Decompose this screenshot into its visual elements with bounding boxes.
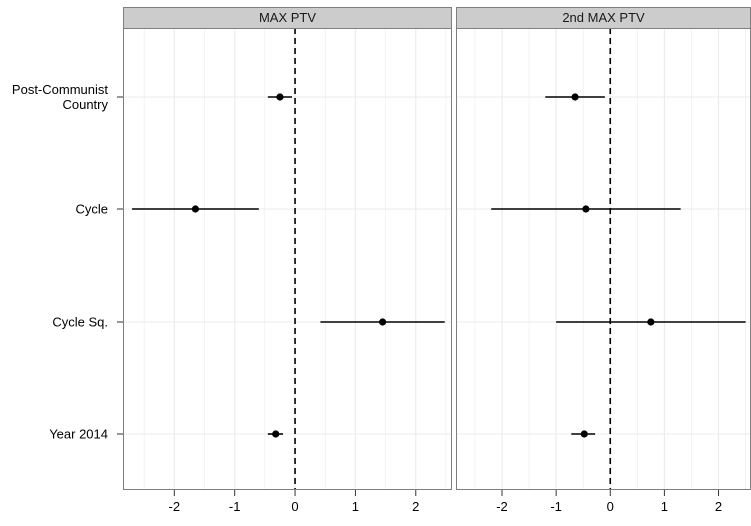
point-estimate-2nd-max-ptv-cycle-sq	[647, 318, 655, 326]
y-tick-label-post-communist-country: Post-Communist Country	[12, 82, 109, 112]
y-tick-label-cycle-sq: Cycle Sq.	[52, 315, 108, 330]
point-estimate-max-ptv-post-communist-country	[276, 93, 284, 101]
panel-max-ptv	[123, 28, 452, 490]
point-estimate-max-ptv-cycle-sq	[378, 318, 387, 326]
x-tick-label: 0	[291, 499, 298, 514]
x-tick-label: -2	[496, 499, 508, 514]
point-estimate-2nd-max-ptv-cycle	[582, 205, 590, 213]
x-tick-label: 2	[412, 499, 419, 514]
x-tick-label: 0	[607, 499, 614, 514]
y-tick-label-cycle: Cycle	[75, 202, 108, 217]
facet-strip-label-max-ptv: MAX PTV	[259, 10, 316, 25]
x-tick-label: 2	[715, 499, 722, 514]
x-tick-label: -1	[550, 499, 562, 514]
point-estimate-2nd-max-ptv-year-2014	[580, 430, 588, 438]
y-tick-label-year-2014: Year 2014	[49, 427, 108, 442]
x-tick-label: -1	[229, 499, 241, 514]
x-tick-label: 1	[352, 499, 359, 514]
point-estimate-2nd-max-ptv-post-communist-country	[571, 93, 579, 101]
x-tick-label: -2	[169, 499, 181, 514]
facet-strip-label-2nd-max-ptv: 2nd MAX PTV	[562, 10, 645, 25]
x-tick-label: 1	[661, 499, 668, 514]
point-estimate-max-ptv-cycle	[191, 205, 200, 213]
panel-2nd-max-ptv	[456, 28, 751, 490]
point-estimate-max-ptv-year-2014	[272, 430, 280, 438]
facet-strip-max-ptv	[123, 7, 452, 29]
